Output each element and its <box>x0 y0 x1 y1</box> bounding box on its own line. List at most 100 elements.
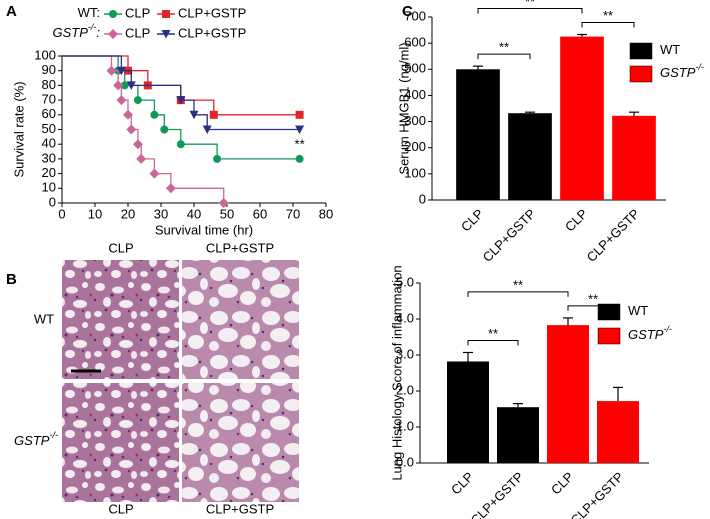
x-axis-title: Survival time (hr) <box>155 222 253 237</box>
significance-bracket <box>467 291 569 297</box>
significance-label: ** <box>603 8 613 23</box>
x-tick-label: 40 <box>187 206 201 221</box>
x-tick-label: 30 <box>154 206 168 221</box>
legend-swatch <box>629 42 653 60</box>
error-bar <box>513 403 523 408</box>
y-tick-label: 40 <box>42 136 56 151</box>
y-tick-label: 1.0 <box>396 418 414 433</box>
marker <box>116 66 126 76</box>
y-tick-label: 0.0 <box>396 454 414 469</box>
error-bar <box>463 351 473 362</box>
bar <box>612 115 656 200</box>
legend-label: CLP <box>125 5 150 20</box>
histology-panel: B CLP CLP+GSTP CLP CLP+GSTP WT GSTP-/- <box>6 240 299 516</box>
significance-bracket <box>477 53 531 60</box>
marker <box>161 30 171 39</box>
error-bar <box>563 317 573 326</box>
significance-bracket <box>467 339 519 346</box>
x-tick-label: CLP <box>548 469 576 497</box>
marker <box>120 81 129 90</box>
legend-swatch <box>629 65 653 83</box>
marker <box>295 125 305 134</box>
marker <box>213 154 222 163</box>
error-bar <box>473 65 483 70</box>
error-bar <box>613 386 623 402</box>
legend-label: CLP <box>125 25 150 40</box>
bar <box>547 325 589 463</box>
histology-image <box>182 260 299 379</box>
marker <box>133 96 142 105</box>
marker <box>218 198 229 208</box>
x-tick-label: 20 <box>121 206 135 221</box>
y-tick-label: 90 <box>42 62 56 77</box>
row-label: WT <box>34 311 54 326</box>
row-label: GSTP-/- <box>14 430 58 448</box>
legend-label-main: WT <box>660 42 680 57</box>
marker <box>126 124 137 135</box>
histology-image <box>62 260 179 379</box>
legend-group: GSTP-/-: <box>52 22 100 40</box>
significance-label: ** <box>513 277 523 292</box>
y-tick-label: 80 <box>42 77 56 92</box>
x-tick-label: CLP+GSTP <box>584 206 643 265</box>
significance-bracket <box>477 8 583 14</box>
y-tick-label: 100 <box>34 47 56 62</box>
marker <box>106 65 117 76</box>
marker <box>109 10 117 18</box>
x-tick-label: 10 <box>88 206 102 221</box>
panel-label: A <box>6 3 17 20</box>
marker <box>176 140 185 149</box>
y-tick-label: 20 <box>42 165 56 180</box>
legend-group-main: WT: <box>78 5 100 20</box>
y-tick-label: 0 <box>419 191 426 206</box>
survival-line <box>62 55 300 131</box>
x-tick-label: 0 <box>58 206 65 221</box>
y-axis-title: Lung Histology Score of inflammation <box>389 265 404 480</box>
x-tick-label: 80 <box>319 206 333 221</box>
y-tick-label: 2.0 <box>396 382 414 397</box>
legend-group-superscript: -/- <box>88 22 97 32</box>
marker <box>295 154 304 163</box>
marker <box>136 153 147 164</box>
column-label: CLP <box>108 501 133 516</box>
y-tick-label: 10 <box>42 180 56 195</box>
legend-label: WT <box>660 42 680 57</box>
annotation: ** <box>295 136 305 151</box>
significance-label: ** <box>488 326 498 341</box>
y-tick-label: 300 <box>404 113 426 128</box>
bar <box>447 361 489 463</box>
x-tick-label: 50 <box>220 206 234 221</box>
legend-group-main: GSTP <box>52 25 88 40</box>
significance-label: ** <box>525 0 535 9</box>
marker <box>209 110 218 119</box>
histology-image <box>182 383 299 502</box>
significance-label: ** <box>588 291 598 306</box>
row-label-superscript: -/- <box>49 430 58 440</box>
marker <box>189 110 199 120</box>
column-label: CLP+GSTP <box>206 240 274 255</box>
legend-label-main: WT <box>628 303 648 318</box>
y-tick-label: 4.0 <box>396 310 414 325</box>
marker <box>162 10 170 18</box>
legend-label-superscript: -/- <box>695 62 704 72</box>
row-label-main: GSTP <box>14 433 50 448</box>
legend-label-main: GSTP <box>660 65 696 80</box>
marker <box>113 80 124 91</box>
error-bar <box>525 111 535 114</box>
x-tick-label: CLP+GSTP <box>568 469 627 519</box>
bar <box>456 69 500 201</box>
y-axis-title: Survival rate (%) <box>11 81 26 177</box>
marker <box>165 183 176 194</box>
legend-group-suffix: : <box>96 25 100 40</box>
marker <box>126 81 136 90</box>
marker <box>132 139 143 150</box>
y-tick-label: 5.0 <box>396 274 414 289</box>
legend-label-main: GSTP <box>628 327 664 342</box>
y-tick-label: 400 <box>404 87 426 102</box>
bar <box>497 407 539 463</box>
marker <box>176 96 186 105</box>
marker <box>123 109 133 120</box>
x-tick-label: CLP <box>562 206 590 234</box>
legend-label: GSTP-/- <box>660 62 704 80</box>
